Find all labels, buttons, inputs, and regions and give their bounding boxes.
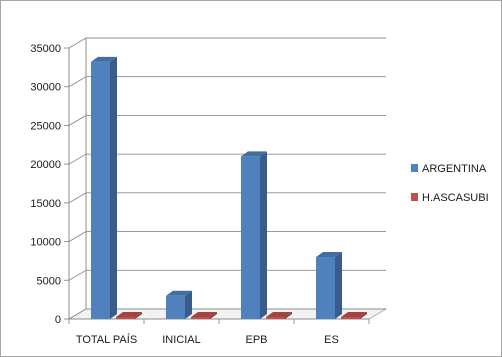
chart-walls [67,38,388,320]
y-tick-label: 0 [55,314,61,326]
y-tick-label: 30000 [30,82,61,94]
bar-h-ascasubi-1 [191,312,217,319]
bar-argentina-3 [316,252,342,319]
bar-h-ascasubi-3 [341,312,367,319]
x-tick-label: ES [324,334,339,346]
y-tick-label: 20000 [30,159,61,171]
bar-h-ascasubi-2 [266,312,292,319]
legend-swatch [411,193,418,201]
bar-argentina-2 [241,151,267,319]
back-wall [86,38,386,309]
legend-item-h-ascasubi: H.ASCASUBI [411,192,489,204]
legend-label: H.ASCASUBI [422,192,489,204]
x-tick-label: EPB [245,334,267,346]
legend-label: ARGENTINA [422,163,487,175]
legend: ARGENTINA H.ASCASUBI [411,163,489,204]
legend-item-argentina: ARGENTINA [411,163,487,175]
y-axis-tick-labels: 0 5000 10000 15000 20000 25000 30000 35000 [30,43,61,326]
y-tick-label: 25000 [30,120,61,132]
bars [91,56,367,320]
x-tick-label: INICIAL [162,334,201,346]
x-axis-tick-labels: TOTAL PAÍS INICIAL EPB ES [76,333,339,346]
bar-argentina-1 [166,290,192,319]
legend-swatch [411,164,418,172]
y-tick-label: 15000 [30,198,61,210]
bar-h-ascasubi-0 [116,312,142,319]
bar-argentina-0 [91,56,117,320]
y-tick-label: 10000 [30,237,61,249]
y-tick-label: 35000 [30,43,61,55]
x-tick-label: TOTAL PAÍS [76,333,137,346]
y-tick-label: 5000 [37,275,61,287]
